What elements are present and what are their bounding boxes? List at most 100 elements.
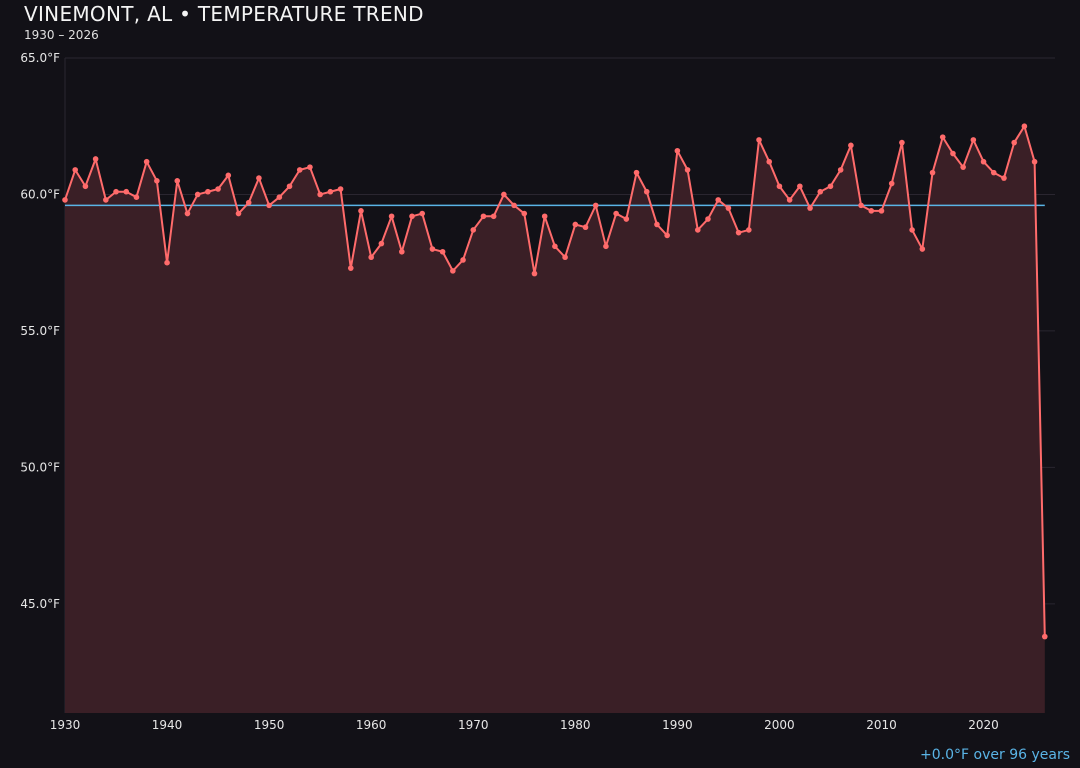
data-point	[960, 164, 966, 170]
data-point	[827, 183, 834, 190]
y-tick-label: 45.0°F	[20, 597, 60, 611]
data-point	[746, 227, 752, 233]
data-point	[684, 167, 691, 173]
area-fill	[65, 126, 1045, 713]
trend-summary: +0.0°F over 96 years	[920, 747, 1070, 763]
data-point	[694, 227, 701, 233]
data-point	[1021, 123, 1028, 130]
data-point	[521, 210, 528, 217]
x-tick-label: 2000	[764, 718, 795, 732]
data-point	[337, 186, 344, 192]
data-point	[429, 246, 436, 252]
y-tick-label: 50.0°F	[20, 460, 60, 474]
data-point	[950, 150, 956, 157]
data-point	[919, 246, 926, 252]
x-tick-label: 1950	[254, 718, 285, 732]
data-point	[184, 210, 191, 217]
data-point	[358, 208, 364, 214]
data-point	[164, 259, 170, 266]
data-point	[327, 188, 334, 195]
data-point	[409, 213, 415, 220]
data-point	[511, 202, 517, 209]
data-point	[72, 167, 79, 173]
data-point	[817, 188, 824, 195]
x-tick-label: 1930	[50, 718, 81, 732]
data-point	[307, 164, 313, 170]
data-point	[82, 183, 89, 190]
y-tick-label: 65.0°F	[20, 51, 60, 65]
x-tick-label: 2010	[866, 718, 897, 732]
data-point	[460, 257, 466, 263]
data-point	[888, 180, 895, 187]
data-point	[562, 254, 568, 261]
data-point	[878, 208, 885, 214]
data-point	[858, 202, 864, 209]
data-point	[868, 208, 875, 214]
data-point	[633, 169, 640, 176]
data-point	[899, 139, 905, 146]
x-tick-label: 2020	[968, 718, 999, 732]
data-point	[388, 213, 395, 220]
y-tick-label: 60.0°F	[20, 187, 60, 201]
data-point	[837, 167, 844, 173]
data-point	[929, 169, 936, 176]
data-point	[154, 178, 160, 184]
data-point	[643, 188, 650, 195]
data-point	[470, 227, 477, 233]
data-point	[654, 221, 660, 228]
data-point	[756, 137, 762, 143]
data-point	[378, 240, 385, 247]
data-point	[103, 197, 109, 203]
data-point	[480, 213, 487, 220]
data-point	[419, 210, 426, 217]
data-point	[572, 221, 579, 228]
data-point	[368, 254, 374, 261]
data-point	[848, 142, 854, 149]
data-point	[939, 134, 946, 140]
data-point	[1011, 139, 1017, 146]
data-point	[194, 191, 201, 198]
data-point	[705, 216, 711, 222]
data-point	[603, 243, 609, 250]
data-point	[613, 210, 619, 217]
data-point	[266, 202, 272, 209]
chart-title: VINEMONT, AL • TEMPERATURE TREND	[24, 2, 424, 26]
data-point	[296, 167, 303, 173]
data-point	[450, 268, 456, 274]
data-point	[286, 183, 293, 190]
data-point	[113, 188, 119, 195]
data-point	[347, 265, 354, 271]
data-point	[133, 194, 140, 200]
x-tick-label: 1960	[356, 718, 387, 732]
x-tick-label: 1980	[560, 718, 591, 732]
y-tick-label: 55.0°F	[20, 324, 60, 338]
data-point	[399, 248, 405, 255]
data-point	[623, 216, 630, 222]
data-point	[766, 158, 773, 165]
data-point	[715, 197, 721, 203]
data-point	[205, 188, 211, 195]
data-point	[123, 188, 130, 195]
data-point	[582, 224, 589, 231]
data-point	[909, 227, 915, 233]
data-point	[225, 172, 232, 179]
data-point	[674, 147, 681, 154]
data-point	[1001, 175, 1007, 181]
data-point	[256, 175, 262, 181]
data-point	[490, 213, 497, 220]
data-point	[592, 202, 599, 209]
data-point	[92, 156, 99, 162]
data-point	[143, 158, 150, 165]
data-point	[776, 183, 783, 190]
data-point	[531, 270, 538, 277]
data-point	[664, 232, 670, 239]
data-point	[317, 191, 323, 198]
data-point	[725, 205, 732, 211]
data-point	[62, 197, 68, 203]
x-tick-label: 1970	[458, 718, 489, 732]
data-point	[807, 205, 813, 211]
data-point	[797, 183, 803, 190]
data-point	[501, 191, 507, 198]
data-point	[980, 158, 987, 165]
